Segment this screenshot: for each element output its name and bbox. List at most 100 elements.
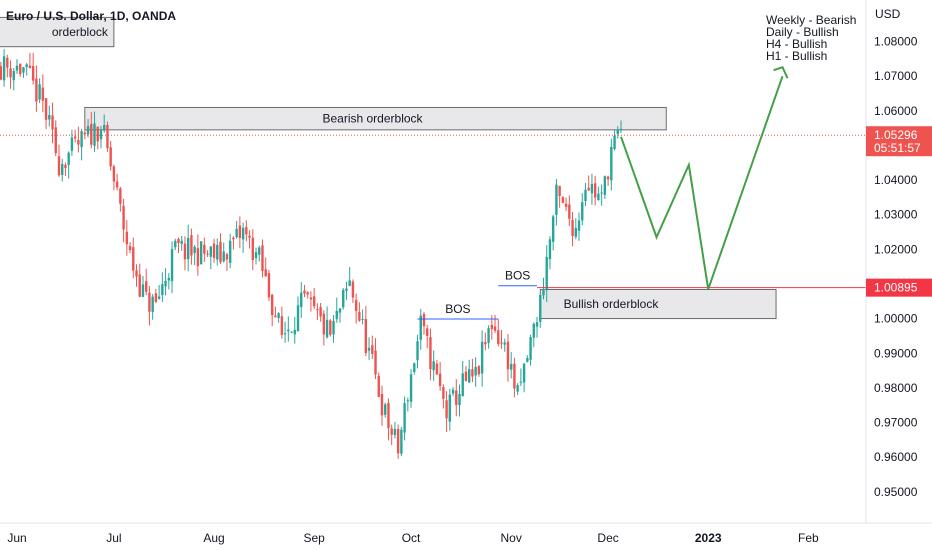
candle-body (312, 296, 316, 307)
candle-body (374, 350, 377, 375)
candle-body (99, 130, 103, 140)
candle-body (277, 313, 280, 319)
candle-body (610, 146, 613, 181)
order-block-label: Bearish orderblock (322, 112, 423, 126)
candle-body (371, 345, 374, 354)
order-block-label: Bullish orderblock (564, 297, 660, 311)
candle-body (526, 358, 529, 362)
candle-body (542, 289, 545, 296)
candle-body (406, 400, 410, 402)
candle-body (490, 324, 494, 330)
time-tick-label: Oct (402, 531, 421, 545)
candle-body (522, 363, 526, 383)
candle-body (83, 132, 87, 135)
candle-body (219, 241, 222, 263)
candle-body (429, 337, 432, 370)
candle-body (322, 313, 326, 335)
note-daily: Daily - Bullish (766, 25, 839, 39)
candle-body (306, 292, 309, 295)
candle-body (177, 238, 180, 244)
candle-body (319, 306, 322, 317)
candle-body (35, 78, 38, 102)
candle-body (216, 244, 219, 260)
candle-body (500, 342, 503, 344)
price-tick-label: 0.97000 (874, 416, 918, 430)
candle-body (119, 188, 122, 204)
candle-body (332, 320, 335, 335)
candle-body (145, 281, 148, 292)
candle-body (232, 237, 235, 240)
candle-body (348, 280, 351, 286)
projection-arrowhead (773, 65, 789, 79)
candle-body (103, 124, 106, 131)
candle-body (206, 253, 209, 255)
candle-body (235, 228, 238, 238)
candle-body (593, 183, 597, 198)
order-block (0, 16, 115, 48)
price-axis[interactable]: 0.95000 0.96000 0.97000 0.98000 0.99000 1.000… (865, 0, 918, 523)
candle-body (519, 381, 523, 383)
candle-body (484, 342, 487, 345)
candle-body (238, 225, 242, 238)
note-h4: H4 - Bullish (766, 37, 828, 51)
time-tick-label: Jun (7, 531, 26, 545)
candle-body (432, 361, 435, 371)
level-price-tag (866, 278, 932, 297)
candle-body (6, 57, 9, 68)
candle-body (44, 98, 48, 120)
candle-body (509, 364, 513, 370)
candle-body (532, 323, 535, 338)
candle-body (148, 292, 151, 312)
candle-body (2, 56, 6, 81)
candle-body (203, 244, 206, 254)
candle-body (487, 328, 490, 343)
candle-body (67, 152, 70, 165)
candle-body (506, 341, 510, 370)
candle-body (28, 65, 32, 69)
candle-body (377, 375, 380, 397)
bar-countdown: 05:51:57 (874, 141, 921, 155)
candle-body (290, 331, 293, 333)
candle-body (571, 219, 574, 237)
candle-body (96, 126, 99, 142)
candle-body (38, 84, 41, 100)
price-tick-label: 0.99000 (874, 346, 918, 360)
candle-body (138, 274, 141, 297)
candle-body (183, 243, 187, 260)
candle-body (109, 147, 112, 167)
candle-body (125, 231, 129, 245)
candle-body (574, 227, 577, 237)
candle-body (167, 277, 171, 281)
candle-body (445, 400, 448, 419)
candle-body (64, 164, 67, 168)
candle-body (254, 252, 258, 259)
candle-body (325, 319, 329, 338)
candle-body (581, 202, 584, 221)
candle-body (422, 313, 426, 327)
time-axis[interactable]: Jun Jul Aug Sep Oct Nov Dec 2023 Feb (0, 522, 932, 545)
projection-path (620, 75, 784, 290)
candle-body (400, 429, 403, 454)
candle-body (287, 329, 290, 332)
candle-body (361, 318, 364, 320)
candle-body (270, 294, 274, 316)
candle-body (468, 369, 471, 383)
candle-body (196, 248, 200, 267)
candle-body (577, 220, 581, 231)
candle-body (15, 65, 19, 71)
candle-body (461, 373, 464, 396)
time-tick-label: Feb (798, 531, 819, 545)
candle-body (390, 428, 393, 435)
candle-body (193, 246, 196, 254)
candle-body (122, 205, 125, 230)
candle-body (584, 189, 587, 201)
candle-body (186, 237, 190, 260)
candle-body (258, 247, 261, 255)
candle-body (90, 123, 93, 145)
candle-body (419, 315, 422, 340)
price-tick-label: 1.06000 (874, 104, 918, 118)
candle-body (267, 273, 271, 298)
candle-body (300, 292, 303, 308)
candle-body (157, 296, 161, 299)
